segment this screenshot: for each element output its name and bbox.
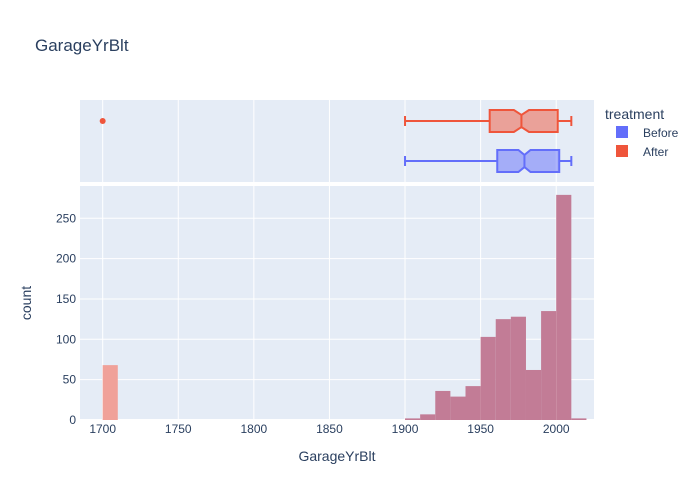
outlier-point-after [99,118,106,124]
histogram-bar [420,414,436,420]
histogram-bar [480,336,496,420]
histogram-bar [510,316,526,420]
x-tick-label: 1750 [165,422,192,436]
legend-label-before: Before [643,126,679,140]
box-plots [99,109,573,173]
legend-item-before[interactable]: Before [616,126,679,140]
chart-title: GarageYrBlt [35,36,129,55]
legend-swatch-after [616,145,628,157]
y-tick-label: 200 [56,252,76,266]
y-axis-label: count [18,286,34,320]
y-tick-label: 100 [56,332,76,346]
legend-title: treatment [605,106,664,122]
legend-label-after: After [643,145,668,159]
x-tick-label: 1950 [467,422,494,436]
y-tick-label: 50 [63,373,77,387]
box-before [496,149,561,173]
x-tick-label: 2000 [543,422,570,436]
tick-labels: 1700 1750 1800 1850 1900 1950 2000 0 50 100 150 200… [56,211,570,436]
box-after [488,109,559,133]
histogram-bar [541,311,557,420]
histogram-bar [556,194,572,420]
histogram-bar [435,390,451,420]
y-tick-label: 150 [56,292,76,306]
legend-swatch-before [616,126,628,138]
histogram-bar [405,418,421,420]
histogram-bar [571,418,587,420]
x-tick-label: 1900 [392,422,419,436]
histogram-bars [102,194,587,420]
histogram-bar [495,319,511,420]
legend-item-after[interactable]: After [616,145,668,159]
x-tick-label: 1800 [241,422,268,436]
histogram-bar [102,365,118,420]
histogram-bar [525,369,542,420]
legend: treatment Before After [605,106,679,159]
x-axis-label: GarageYrBlt [298,448,375,464]
x-tick-label: 1850 [316,422,343,436]
histogram-bar [465,386,481,420]
x-tick-label: 1700 [89,422,116,436]
y-tick-label: 250 [56,211,76,225]
histogram-bar [450,396,466,420]
y-tick-label: 0 [69,413,76,427]
